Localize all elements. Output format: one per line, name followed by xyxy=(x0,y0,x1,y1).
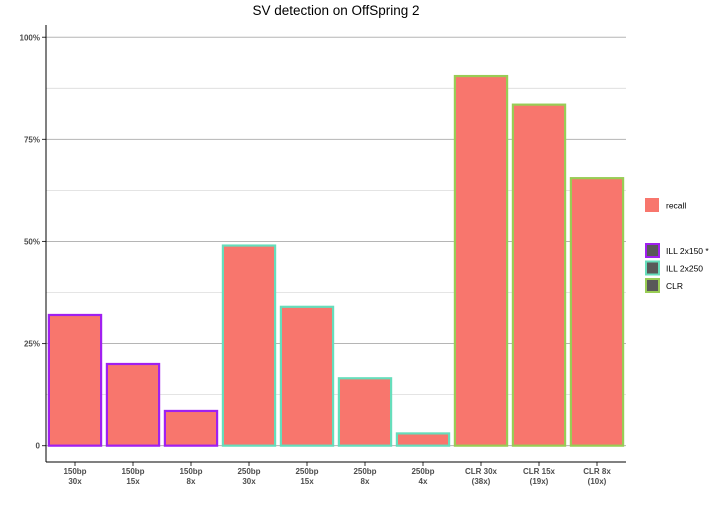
x-tick-label: 150bp 15x xyxy=(121,467,144,486)
bar xyxy=(395,432,451,447)
y-tick-label: 0 xyxy=(36,442,41,451)
x-tick-label: 250bp 15x xyxy=(295,467,318,486)
legend-swatch-recall xyxy=(645,198,659,212)
legend-label: ILL 2x250 xyxy=(666,264,703,274)
x-tick-label: CLR 15x (19x) xyxy=(523,467,556,486)
bar xyxy=(511,103,567,447)
legend-label-recall: recall xyxy=(666,201,686,211)
legend: recall ILL 2x150 * ILL 2x250 CLR xyxy=(645,198,709,293)
y-tick-label: 25% xyxy=(24,340,40,349)
y-tick-label: 50% xyxy=(24,237,40,246)
x-tick-label: CLR 8x (10x) xyxy=(583,467,611,486)
axes: 0 25% 50% 75% 100% 150bp 30x 150bp 15x 150bp 8x 250… xyxy=(20,25,626,486)
x-tick-label: 250bp 8x xyxy=(353,467,376,486)
bars xyxy=(47,74,625,447)
bar xyxy=(453,74,509,447)
legend-swatch-outline xyxy=(645,243,660,258)
bar xyxy=(279,305,335,447)
x-tick-label: 150bp 8x xyxy=(179,467,202,486)
legend-label: CLR xyxy=(666,281,683,291)
x-tick-label: 250bp 4x xyxy=(411,467,434,486)
bar xyxy=(47,313,103,447)
bar xyxy=(105,362,161,447)
x-tick-label: CLR 30x (38x) xyxy=(465,467,498,486)
bar xyxy=(221,244,277,447)
legend-swatch-outline xyxy=(645,278,660,293)
x-tick-label: 250bp 30x xyxy=(237,467,260,486)
legend-label: ILL 2x150 * xyxy=(666,246,709,256)
bar xyxy=(569,177,625,447)
x-tick-label: 150bp 30x xyxy=(63,467,86,486)
bar xyxy=(163,409,219,447)
legend-swatch-outline xyxy=(645,260,660,276)
y-tick-label: 100% xyxy=(20,33,40,42)
chart-title: SV detection on OffSpring 2 xyxy=(252,3,419,18)
y-tick-label: 75% xyxy=(24,135,40,144)
bar xyxy=(337,377,393,447)
